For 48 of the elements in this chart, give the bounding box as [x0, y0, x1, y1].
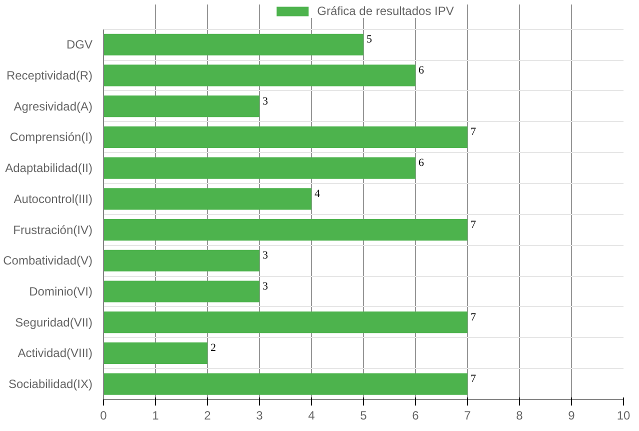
y-tick-label: Seguridad(VII): [15, 315, 93, 330]
data-label: 7: [470, 311, 476, 324]
x-tick-label: 5: [360, 408, 368, 422]
bar: [104, 188, 312, 210]
x-tick-label: 2: [204, 408, 212, 422]
data-label: 2: [210, 342, 216, 354]
bar: [104, 250, 260, 272]
data-label: 4: [314, 188, 320, 200]
data-label: 6: [418, 64, 424, 76]
bar: [104, 126, 468, 148]
x-tick-label: 3: [256, 408, 264, 422]
x-tick-label: 8: [516, 408, 524, 422]
y-tick-label: DGV: [66, 38, 93, 52]
y-tick-label: Receptividad(R): [6, 68, 93, 82]
bar: [104, 157, 416, 179]
data-label: 6: [418, 157, 424, 170]
y-tick-label: Dominio(VI): [29, 284, 93, 298]
x-tick-label: 1: [152, 408, 160, 422]
legend-label: Gráfica de resultados IPV: [317, 4, 454, 18]
y-tick-label: Actividad(VIII): [18, 346, 93, 360]
y-tick-label: Agresividad(A): [14, 99, 93, 114]
data-label: 7: [470, 218, 476, 231]
data-label: 5: [366, 34, 372, 46]
x-tick-label: 9: [568, 408, 576, 422]
y-tick-label: Adaptabilidad(II): [5, 161, 93, 176]
data-label: 7: [470, 373, 476, 386]
bar: [104, 342, 208, 364]
y-tick-label: Sociabilidad(IX): [8, 377, 93, 392]
x-tick-label: 0: [100, 408, 108, 422]
bar: [104, 280, 260, 302]
y-tick-label: Combatividad(V): [3, 254, 93, 268]
data-label: 3: [262, 95, 268, 108]
bar: [104, 312, 468, 334]
x-tick-label: 7: [464, 408, 472, 422]
bar: [104, 64, 416, 86]
bar: [104, 96, 260, 118]
x-tick-label: 6: [412, 408, 420, 422]
y-tick-label: Autocontrol(III): [14, 192, 93, 206]
data-label: 7: [470, 126, 476, 138]
bar: [104, 34, 364, 56]
data-label: 3: [262, 280, 268, 292]
bar: [104, 373, 468, 395]
bar: [104, 218, 468, 241]
x-tick-label: 10: [616, 408, 630, 422]
y-tick-label: Frustración(IV): [13, 222, 93, 237]
x-tick-label: 4: [308, 408, 316, 422]
y-tick-label: Comprensión(I): [10, 130, 93, 144]
data-label: 3: [262, 250, 268, 262]
